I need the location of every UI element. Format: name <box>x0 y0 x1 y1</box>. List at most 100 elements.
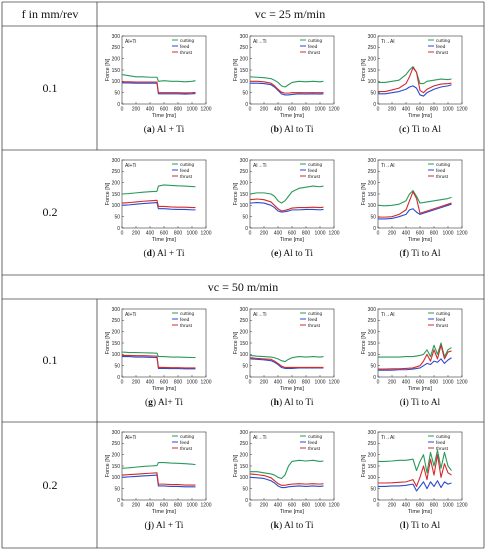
series-line-thrust <box>249 473 324 486</box>
series-line-feed <box>122 82 196 95</box>
x-tick-label: 0 <box>249 107 252 113</box>
x-tick-label: 1000 <box>186 107 197 113</box>
x-tick-label: 400 <box>146 503 155 509</box>
x-axis-label: Time [ms] <box>408 386 432 392</box>
x-tick-label: 200 <box>132 231 141 237</box>
y-tick-label: 50 <box>242 486 248 492</box>
chart-annotation: Al→Ti <box>253 435 266 441</box>
x-tick-label: 1000 <box>314 231 325 237</box>
x-tick-label: 200 <box>132 107 141 113</box>
y-axis-label: Force [N] <box>233 454 239 477</box>
x-tick-label: 600 <box>288 380 297 386</box>
x-axis-label: Time [ms] <box>408 113 432 119</box>
caption-letter: c <box>402 125 406 135</box>
x-tick-label: 400 <box>274 503 283 509</box>
x-tick-label: 400 <box>402 231 411 237</box>
x-tick-label: 1200 <box>328 380 339 386</box>
x-tick-label: 0 <box>121 231 124 237</box>
y-tick-label: 150 <box>240 192 249 198</box>
chart-caption: (h) Al to Ti <box>270 397 313 408</box>
caption-text: Ti to Al <box>411 398 441 408</box>
caption-paren: ) <box>153 397 158 408</box>
legend-entry: thrust <box>436 50 449 56</box>
caption-paren: ( <box>143 248 146 259</box>
caption-letter: a <box>147 125 152 135</box>
x-tick-label: 1200 <box>328 231 339 237</box>
caption-paren: ( <box>145 397 148 408</box>
chart-annotation: Al+Ti <box>125 163 136 169</box>
legend-entry: cutting <box>436 311 450 317</box>
plot-frame <box>249 431 335 501</box>
caption-paren: ( <box>270 124 273 135</box>
x-tick-label: 800 <box>430 503 439 509</box>
x-tick-label: 200 <box>388 380 397 386</box>
caption-paren: ( <box>400 520 403 531</box>
chart-f: 0 50 100 150 200 250 300 0 200 400 600 800 1000 1200 T… <box>361 158 468 259</box>
legend-entry: thrust <box>308 446 321 452</box>
caption-paren: ) <box>152 248 157 259</box>
y-tick-label: 200 <box>112 329 121 335</box>
x-tick-label: 200 <box>260 231 269 237</box>
legend-entry: cutting <box>436 434 450 440</box>
x-axis-label: Time [ms] <box>280 509 304 515</box>
y-axis-label: Force [N] <box>233 58 239 81</box>
x-axis-label: Time [ms] <box>280 113 304 119</box>
caption-paren: ( <box>145 520 148 531</box>
caption-text: Ti to Al <box>412 125 442 135</box>
legend-entry: feed <box>436 168 446 174</box>
plot-frame <box>249 159 335 229</box>
y-tick-label: 250 <box>112 318 121 324</box>
y-axis-label: Force [N] <box>105 454 111 477</box>
x-tick-label: 400 <box>146 107 155 113</box>
y-tick-label: 100 <box>240 79 249 85</box>
x-tick-label: 600 <box>416 231 425 237</box>
x-tick-label: 400 <box>146 231 155 237</box>
legend-entry: cutting <box>436 162 450 168</box>
x-tick-label: 1200 <box>200 503 211 509</box>
series-line-feed <box>250 82 324 96</box>
caption-text: Al to Ti <box>284 125 314 135</box>
y-tick-label: 50 <box>242 363 248 369</box>
caption-letter: e <box>274 249 278 259</box>
y-tick-label: 300 <box>112 34 121 40</box>
chart-caption: (l) Ti to Al <box>400 520 441 531</box>
x-tick-label: 1200 <box>456 107 467 113</box>
x-tick-label: 1200 <box>200 107 211 113</box>
legend-entry: thrust <box>436 174 449 180</box>
caption-letter: h <box>274 398 280 408</box>
x-tick-label: 400 <box>402 503 411 509</box>
y-tick-label: 250 <box>368 318 377 324</box>
legend-entry: feed <box>180 44 190 50</box>
legend-entry: feed <box>436 317 446 323</box>
series-line-thrust <box>378 454 452 487</box>
series-line-cutting <box>378 342 452 358</box>
x-tick-label: 200 <box>132 503 141 509</box>
chart-j: 0 50 100 150 200 250 300 0 200 400 600 800 1000 1200 T… <box>105 430 212 531</box>
chart-caption: (i) Ti to Al <box>400 397 441 408</box>
x-tick-label: 600 <box>160 380 169 386</box>
y-tick-label: 100 <box>112 79 121 85</box>
chart-annotation: Ti→Al <box>381 312 394 318</box>
series-line-cutting <box>250 459 324 480</box>
x-tick-label: 0 <box>377 380 380 386</box>
series-line-feed <box>249 476 324 489</box>
y-tick-label: 300 <box>240 307 249 313</box>
series-line-feed <box>378 357 452 371</box>
y-tick-label: 300 <box>240 430 249 436</box>
y-tick-label: 150 <box>368 68 377 74</box>
legend-entry: cutting <box>180 38 194 44</box>
x-tick-label: 200 <box>260 380 269 386</box>
section-header-vc25: vc = 25 m/min <box>255 7 325 21</box>
y-tick-label: 150 <box>240 68 249 74</box>
series-line-cutting <box>121 462 196 469</box>
chart-caption: (g) Al+ Ti <box>145 397 183 408</box>
x-tick-label: 0 <box>121 107 124 113</box>
chart-annotation: Ti→Al <box>381 435 394 441</box>
y-tick-label: 0 <box>245 498 248 504</box>
y-tick-label: 200 <box>368 56 377 62</box>
x-tick-label: 1200 <box>456 231 467 237</box>
x-axis-label: Time [ms] <box>408 237 432 243</box>
legend-entry: feed <box>180 168 190 174</box>
x-tick-label: 600 <box>160 231 169 237</box>
caption-letter: f <box>403 249 407 259</box>
